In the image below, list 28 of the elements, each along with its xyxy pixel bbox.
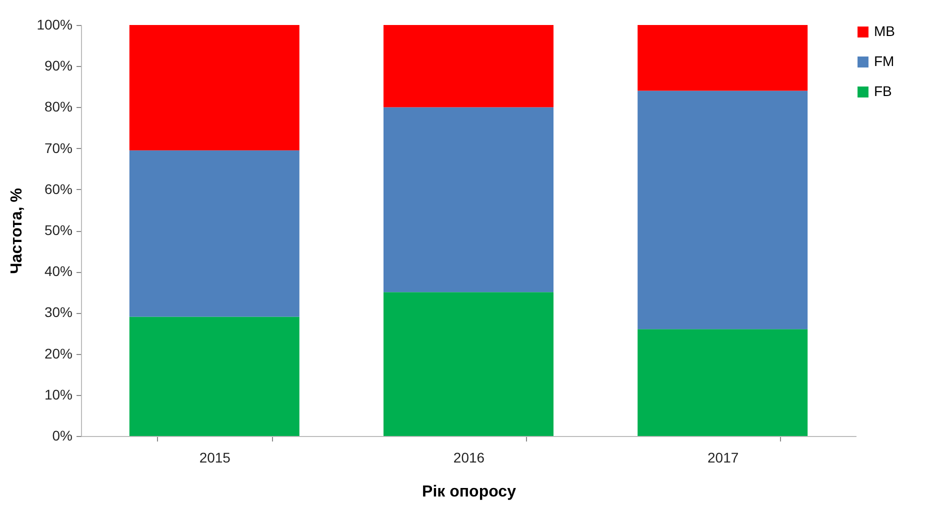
legend-label: MB	[874, 23, 895, 39]
y-tick-label: 70%	[44, 140, 72, 156]
y-axis-title: Частота, %	[8, 188, 26, 274]
y-tick-label: 30%	[44, 304, 72, 320]
bar	[129, 316, 300, 436]
y-tick-label: 100%	[36, 16, 72, 32]
y-tick-label: 90%	[44, 58, 72, 74]
y-tick-label: 50%	[44, 222, 72, 238]
y-tick-label: 60%	[44, 180, 72, 197]
bar	[638, 25, 808, 91]
x-tick-label: 2017	[708, 450, 739, 466]
bar	[384, 25, 554, 108]
bar	[638, 329, 808, 436]
legend-label: FB	[874, 83, 892, 99]
y-tick-label: 20%	[44, 345, 72, 362]
bar	[384, 292, 554, 436]
x-tick-label: 2016	[453, 450, 485, 466]
x-axis-title: Рік опоросу	[422, 484, 516, 500]
bar	[129, 150, 300, 317]
legend-label: FM	[874, 53, 894, 69]
bar	[384, 107, 554, 292]
y-tick-label: 80%	[44, 98, 72, 115]
y-tick-label: 10%	[44, 386, 72, 402]
bar	[129, 25, 300, 150]
bar	[638, 90, 808, 330]
y-tick-label: 0%	[52, 428, 72, 444]
x-tick-label: 2015	[199, 450, 231, 466]
y-tick-label: 40%	[44, 263, 72, 280]
